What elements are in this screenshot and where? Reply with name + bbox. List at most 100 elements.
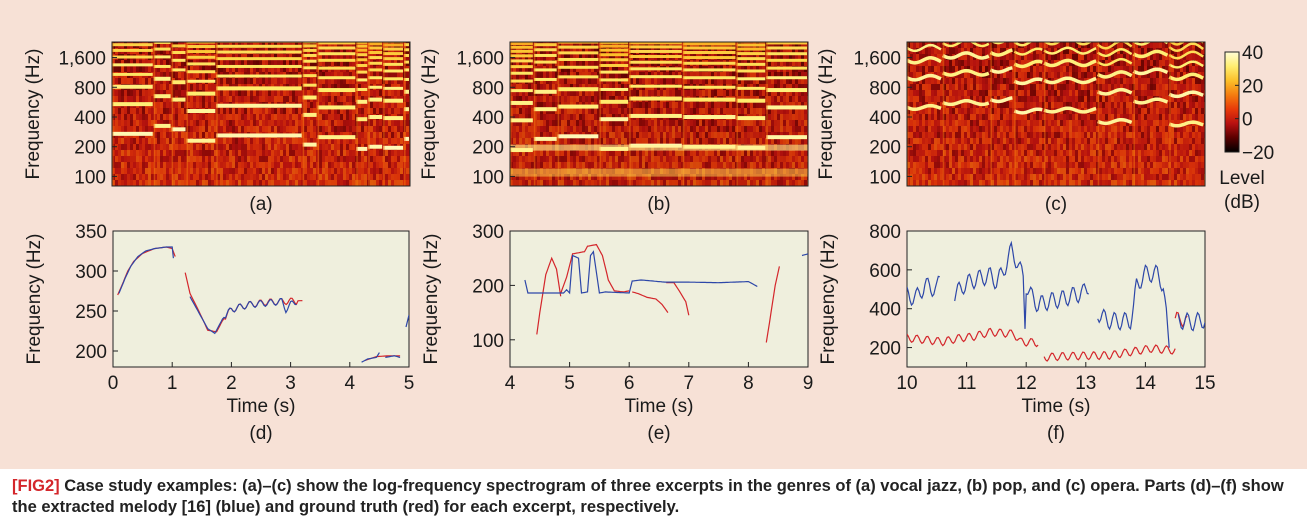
y-tick-label: 250: [75, 302, 107, 323]
x-tick-label: 4: [345, 373, 356, 394]
extracted-melody-series: [118, 246, 409, 363]
melody-segment: [536, 256, 562, 335]
melody-segment: [405, 314, 409, 328]
y-tick-label: 400: [869, 300, 901, 321]
y-axis-label: Frequency (Hz): [816, 49, 837, 180]
y-tick-label: 800: [472, 78, 504, 99]
melody-segment: [524, 250, 758, 295]
x-tick-label: 5: [564, 373, 575, 394]
y-tick-label: 350: [75, 222, 107, 243]
x-tick-label: 1: [167, 373, 178, 394]
y-tick-label: 100: [472, 167, 504, 188]
melody-segment: [1177, 311, 1205, 332]
panel-label: (f): [1047, 423, 1065, 444]
x-tick-label: 12: [1016, 373, 1037, 394]
colorbar-tick-label: 40: [1242, 43, 1263, 64]
x-tick-label: 13: [1075, 373, 1096, 394]
melody-segment: [118, 246, 174, 294]
x-tick-label: 0: [108, 373, 119, 394]
melody-segment: [189, 296, 297, 335]
y-tick-label: 1,600: [58, 49, 106, 70]
melody-segment: [632, 291, 669, 313]
melody-segment: [1043, 344, 1176, 362]
y-tick-label: 600: [869, 261, 901, 282]
y-tick-label: 300: [75, 262, 107, 283]
colorbar-label: Level: [1219, 168, 1264, 189]
melody-segment: [765, 266, 780, 343]
melody-segment: [801, 253, 808, 257]
panel-label: (c): [1045, 194, 1067, 215]
plot-area: [906, 230, 1206, 368]
colorbar-tick-label: 20: [1242, 76, 1263, 97]
colorbar-tick-label: 0: [1242, 110, 1253, 131]
x-axis-label: Time (s): [227, 396, 296, 417]
panel-label: (d): [249, 423, 272, 444]
y-tick-label: 200: [869, 138, 901, 159]
y-axis-label: Frequency (Hz): [23, 49, 44, 180]
y-tick-label: 300: [472, 222, 504, 243]
melody-segment: [907, 275, 940, 307]
x-tick-label: 9: [803, 373, 814, 394]
spectrogram-b: 100 200 400 800 1,600 Frequency (Hz) (b): [419, 41, 809, 215]
colorbar-gradient: [1224, 51, 1240, 153]
x-tick-label: 4: [505, 373, 516, 394]
y-tick-label: 200: [472, 276, 504, 297]
x-tick-label: 8: [743, 373, 754, 394]
melody-segment: [385, 355, 401, 358]
colorbar-unit: (dB): [1224, 192, 1260, 213]
y-tick-label: 200: [472, 138, 504, 159]
x-tick-label: 5: [404, 373, 415, 394]
figure-tag: [FIG2]: [12, 477, 60, 495]
y-tick-label: 800: [74, 78, 106, 99]
panel-label: (e): [647, 423, 670, 444]
y-axis-label: Frequency (Hz): [24, 234, 45, 365]
melody-segment: [907, 327, 1039, 348]
x-tick-label: 7: [684, 373, 695, 394]
melody-segment: [954, 240, 1089, 329]
extracted-melody-series: [524, 250, 808, 295]
y-tick-label: 400: [472, 108, 504, 129]
y-tick-label: 400: [74, 108, 106, 129]
spectrogram-c: 100 200 400 800 1,600 Frequency (Hz) (c): [816, 41, 1206, 215]
y-tick-label: 1,600: [853, 49, 901, 70]
spectrogram-frame: [111, 41, 411, 187]
melody-segment: [1097, 264, 1170, 348]
y-tick-label: 200: [75, 342, 107, 363]
melody-segment: [361, 352, 380, 363]
plot-area: [112, 230, 410, 368]
colorbar-tick-label: −20: [1242, 143, 1274, 164]
figure-caption: [FIG2] Case study examples: (a)–(c) show…: [12, 476, 1297, 518]
y-tick-label: 200: [74, 138, 106, 159]
y-tick-label: 800: [869, 222, 901, 243]
x-tick-label: 10: [896, 373, 917, 394]
spectrogram-frame: [906, 41, 1206, 187]
spectrogram-frame: [509, 41, 809, 187]
x-tick-label: 3: [285, 373, 296, 394]
x-tick-label: 15: [1194, 373, 1215, 394]
y-axis-label: Frequency (Hz): [818, 234, 839, 365]
y-tick-label: 100: [472, 331, 504, 352]
y-tick-label: 1,600: [456, 49, 504, 70]
panel-label: (b): [647, 194, 670, 215]
melody-plot-f: 10 11 12 13 14 15 200 400 600 800 Frequency (Hz) Ti…: [818, 222, 1216, 444]
x-tick-label: 2: [226, 373, 237, 394]
melody-plot-d: 0 1 2 3 4 5 200 250 300 350 Frequency (Hz) Time (s)…: [24, 222, 414, 444]
melody-plot-e: 4 5 6 7 8 9 100 200 300 Frequency (Hz) Time (s) (e): [421, 222, 813, 444]
y-tick-label: 400: [869, 108, 901, 129]
x-tick-label: 6: [624, 373, 635, 394]
y-tick-label: 200: [869, 339, 901, 360]
colorbar: 40 20 0 −20 Level (dB): [1219, 43, 1274, 213]
extracted-melody-series: [907, 240, 1205, 348]
caption-text: Case study examples: (a)–(c) show the lo…: [12, 477, 1284, 516]
y-axis-label: Frequency (Hz): [419, 49, 440, 180]
y-tick-label: 100: [869, 167, 901, 188]
panel-label: (a): [249, 194, 272, 215]
x-axis-label: Time (s): [625, 396, 694, 417]
y-tick-label: 100: [74, 167, 106, 188]
x-axis-label: Time (s): [1022, 396, 1091, 417]
y-axis-label: Frequency (Hz): [421, 234, 442, 365]
x-tick-label: 11: [957, 373, 977, 394]
y-tick-label: 800: [869, 78, 901, 99]
plot-area: [509, 230, 809, 368]
